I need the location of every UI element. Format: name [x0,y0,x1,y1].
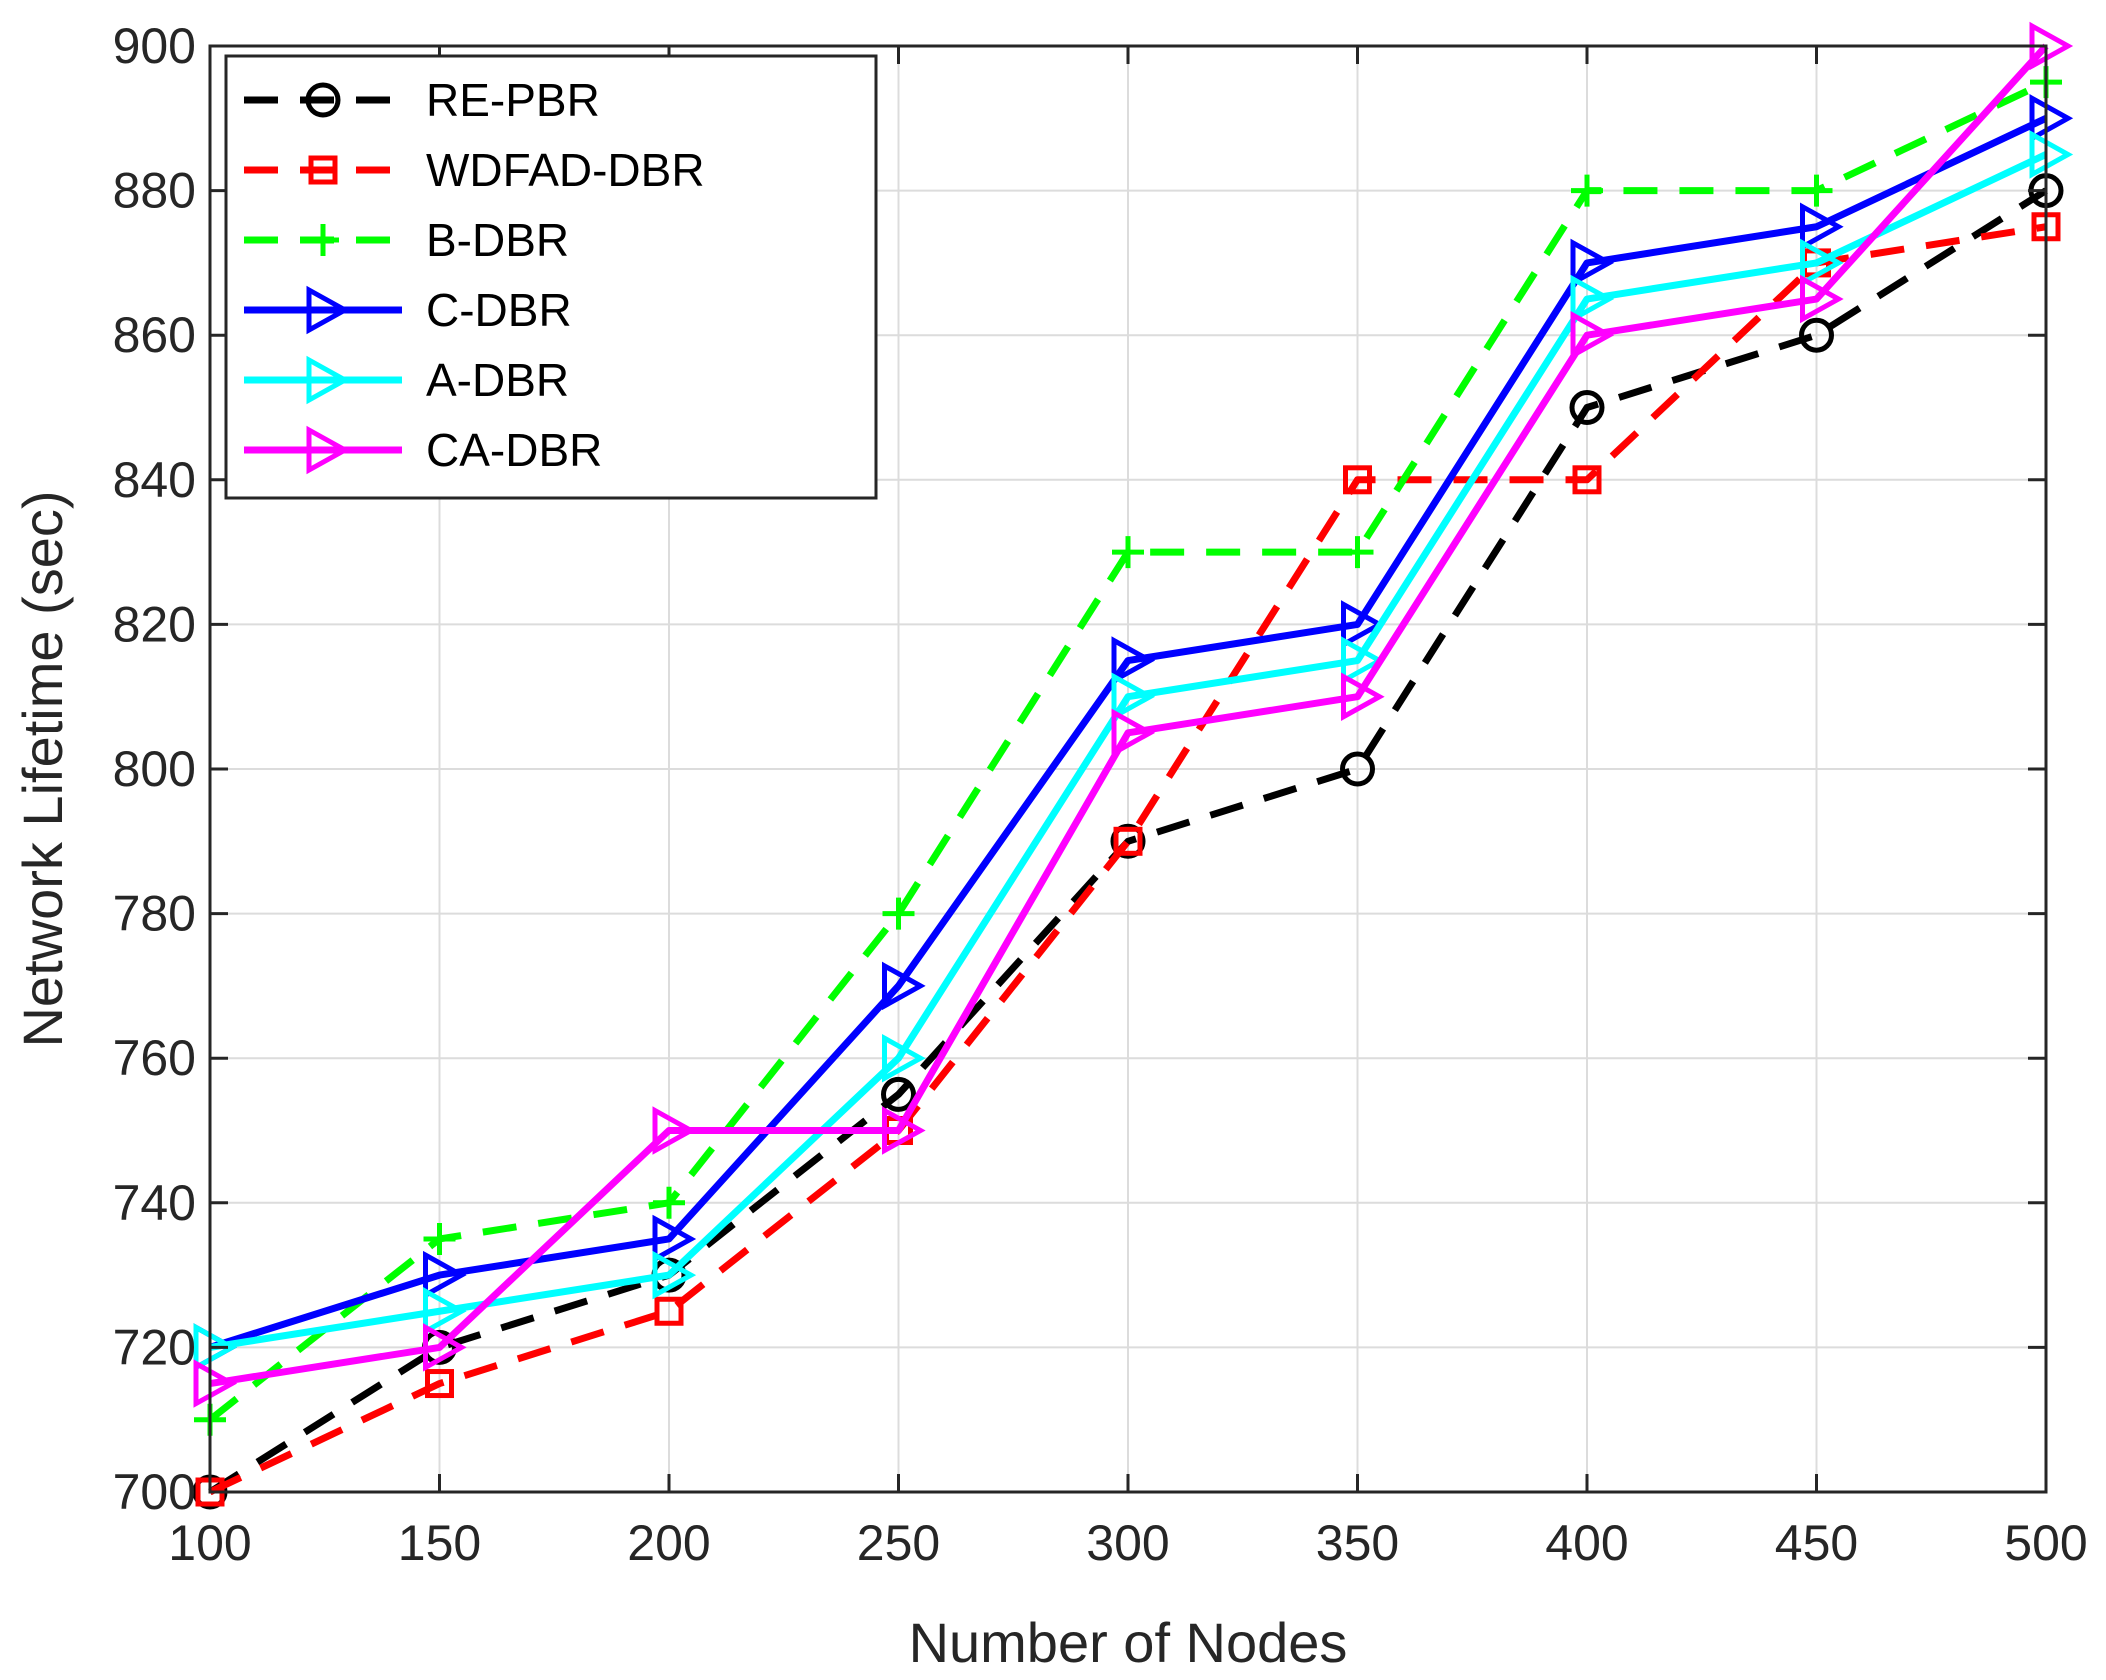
x-tick-label: 250 [857,1515,940,1571]
data-point-re-pbr [1110,823,1146,859]
series-line-c-dbr [208,115,2048,1351]
x-tick-label: 500 [2004,1515,2087,1571]
series-ca-dbr [193,21,2074,1408]
data-point-ca-dbr [652,1106,697,1155]
series-line-a-dbr [209,151,2048,1351]
x-axis-label: Number of Nodes [909,1611,1348,1674]
data-point-re-pbr [881,1076,916,1112]
series-line-re-pbr [208,187,2048,1495]
data-point-a-dbr [2029,130,2074,179]
data-point-wdfad-dbr [425,1369,454,1399]
data-point-c-dbr [1341,600,1385,649]
legend-label: RE-PBR [426,74,600,126]
data-point-c-dbr [1570,238,1615,288]
data-point-ca-dbr [1800,274,1844,324]
data-point-a-dbr [1570,274,1615,324]
x-tick-label: 350 [1316,1515,1399,1571]
data-point-re-pbr [1569,390,1605,425]
data-point-a-dbr [193,1323,238,1372]
legend-item-ca-dbr: CA-DBR [244,424,602,476]
legend-label: B-DBR [426,214,569,266]
legend-swatch-marker [306,285,351,335]
grid [209,45,2047,1493]
x-tick-label: 400 [1545,1515,1628,1571]
data-point-c-dbr [652,1214,697,1264]
legend-label: C-DBR [426,284,572,336]
legend-swatch-marker [306,355,351,405]
data-point-a-dbr [1111,672,1156,721]
y-axis-label: Network Lifetime (sec) [11,490,74,1047]
series-line-ca-dbr [209,43,2049,1388]
data-point-c-dbr [2029,94,2074,143]
data-point-a-dbr [1800,238,1844,288]
x-tick-label: 100 [168,1515,251,1571]
y-tick-label: 800 [113,741,196,797]
data-point-a-dbr [423,1287,467,1336]
data-point-ca-dbr [1570,310,1615,360]
y-tick-label: 760 [113,1030,196,1086]
data-point-ca-dbr [1341,672,1385,721]
legend-swatch-marker [307,224,339,256]
series-a-dbr [193,130,2074,1372]
y-tick-label: 720 [113,1319,196,1375]
data-point-wdfad-dbr [1572,465,1602,495]
legend-label: WDFAD-DBR [426,144,705,196]
data-point-b-dbr [423,1222,456,1255]
x-tick-label: 200 [627,1515,710,1571]
legend-label: CA-DBR [426,424,602,476]
legend-swatch-marker [306,425,351,475]
legend-swatch-marker [305,82,341,118]
axis-ticks: 100 150 200 250 300 350 400 450 500 700 720 740 760 7… [113,18,2088,1571]
data-point-wdfad-dbr [1343,465,1372,495]
y-tick-label: 880 [113,163,196,219]
data-point-ca-dbr [423,1323,467,1372]
data-point-ca-dbr [882,1106,926,1155]
data-point-a-dbr [1341,636,1385,685]
y-tick-label: 780 [113,886,196,942]
y-tick-label: 900 [113,18,196,74]
y-tick-label: 840 [113,452,196,508]
x-tick-label: 150 [398,1515,481,1571]
y-tick-label: 740 [113,1175,196,1231]
y-tick-label: 700 [113,1464,196,1520]
data-point-c-dbr [882,961,926,1011]
x-tick-label: 450 [1775,1515,1858,1571]
series-line-wdfad-dbr [208,223,2047,1496]
data-point-ca-dbr [193,1359,238,1408]
series-c-dbr [193,94,2074,1372]
legend-item-wdfad-dbr: WDFAD-DBR [244,144,705,196]
legend-item-c-dbr: C-DBR [244,284,572,336]
data-point-b-dbr [882,897,915,930]
y-tick-label: 820 [113,596,196,652]
data-point-wdfad-dbr [654,1296,684,1326]
legend: RE-PBR WDFAD-DBR B-DBR C-DBR A-DBR CA-DBR [224,54,878,500]
data-point-wdfad-dbr [1113,826,1143,856]
legend-item-re-pbr: RE-PBR [244,74,600,126]
legend-item-a-dbr: A-DBR [244,354,569,406]
data-point-b-dbr [653,1186,685,1219]
data-point-b-dbr [1341,536,1374,569]
data-point-b-dbr [1112,536,1144,569]
data-point-c-dbr [1111,636,1156,685]
legend-swatch-marker [308,155,338,185]
legend-box [224,54,878,500]
legend-item-b-dbr: B-DBR [244,214,569,266]
legend-label: A-DBR [426,354,569,406]
data-point-c-dbr [1800,202,1844,251]
data-point-re-pbr [1799,317,1834,353]
y-tick-label: 860 [113,307,196,363]
data-point-c-dbr [423,1250,467,1300]
series-layer [192,21,2074,1510]
data-point-re-pbr [1340,751,1375,787]
data-point-ca-dbr [1111,708,1156,758]
x-tick-label: 300 [1086,1515,1169,1571]
data-point-a-dbr [652,1250,697,1300]
data-point-b-dbr [1571,174,1603,207]
data-point-b-dbr [1800,174,1833,207]
data-point-a-dbr [882,1033,926,1083]
